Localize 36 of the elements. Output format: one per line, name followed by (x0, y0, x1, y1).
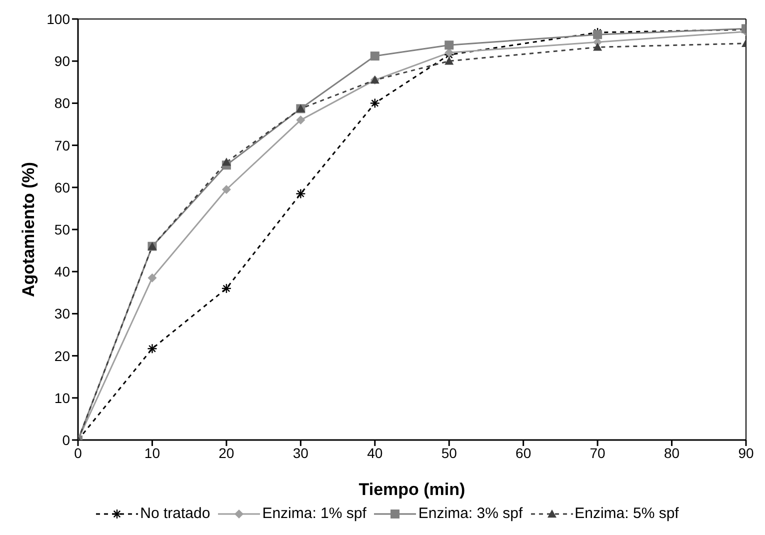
point (370, 52, 380, 61)
point (222, 158, 231, 166)
point (444, 40, 454, 50)
y-tick-label: 90 (54, 53, 70, 70)
x-tick-label: 80 (664, 444, 680, 461)
y-tick-label: 40 (54, 264, 70, 280)
x-tick-label: 40 (367, 444, 383, 461)
x-tick-label: 70 (590, 444, 606, 461)
x-tick-label: 60 (516, 444, 532, 461)
legend-label: No tratado (140, 505, 210, 522)
point (593, 42, 602, 51)
x-tick-label: 0 (74, 444, 82, 461)
point (296, 116, 306, 125)
y-tick-label: 50 (54, 221, 70, 238)
y-tick-label: 0 (62, 432, 70, 448)
x-tick-label: 50 (441, 444, 458, 461)
y-tick-label: 20 (54, 348, 70, 364)
y-tick-label: 70 (54, 137, 70, 154)
legend-label: Enzima: 1% spf (262, 505, 366, 522)
x-tick-label: 90 (738, 444, 754, 461)
x-axis-title: Tiempo (min) (358, 480, 466, 499)
point (593, 30, 602, 40)
y-tick-label: 30 (54, 306, 70, 322)
x-tick-label: 10 (144, 444, 160, 461)
x-tick-label: 20 (218, 444, 234, 461)
point (148, 273, 157, 282)
x-tick-label: 30 (292, 444, 309, 461)
legend-label: Enzima: 5% spf (574, 505, 679, 522)
y-tick-label: 60 (54, 179, 70, 196)
legend-label: Enzima: 3% spf (418, 505, 523, 522)
point (444, 56, 454, 65)
y-tick-label: 100 (46, 10, 70, 27)
y-tick-label: 80 (54, 95, 70, 112)
y-tick-label: 10 (54, 390, 70, 406)
y-axis-title: Agotamiento (%) (19, 162, 38, 298)
point (222, 185, 231, 194)
